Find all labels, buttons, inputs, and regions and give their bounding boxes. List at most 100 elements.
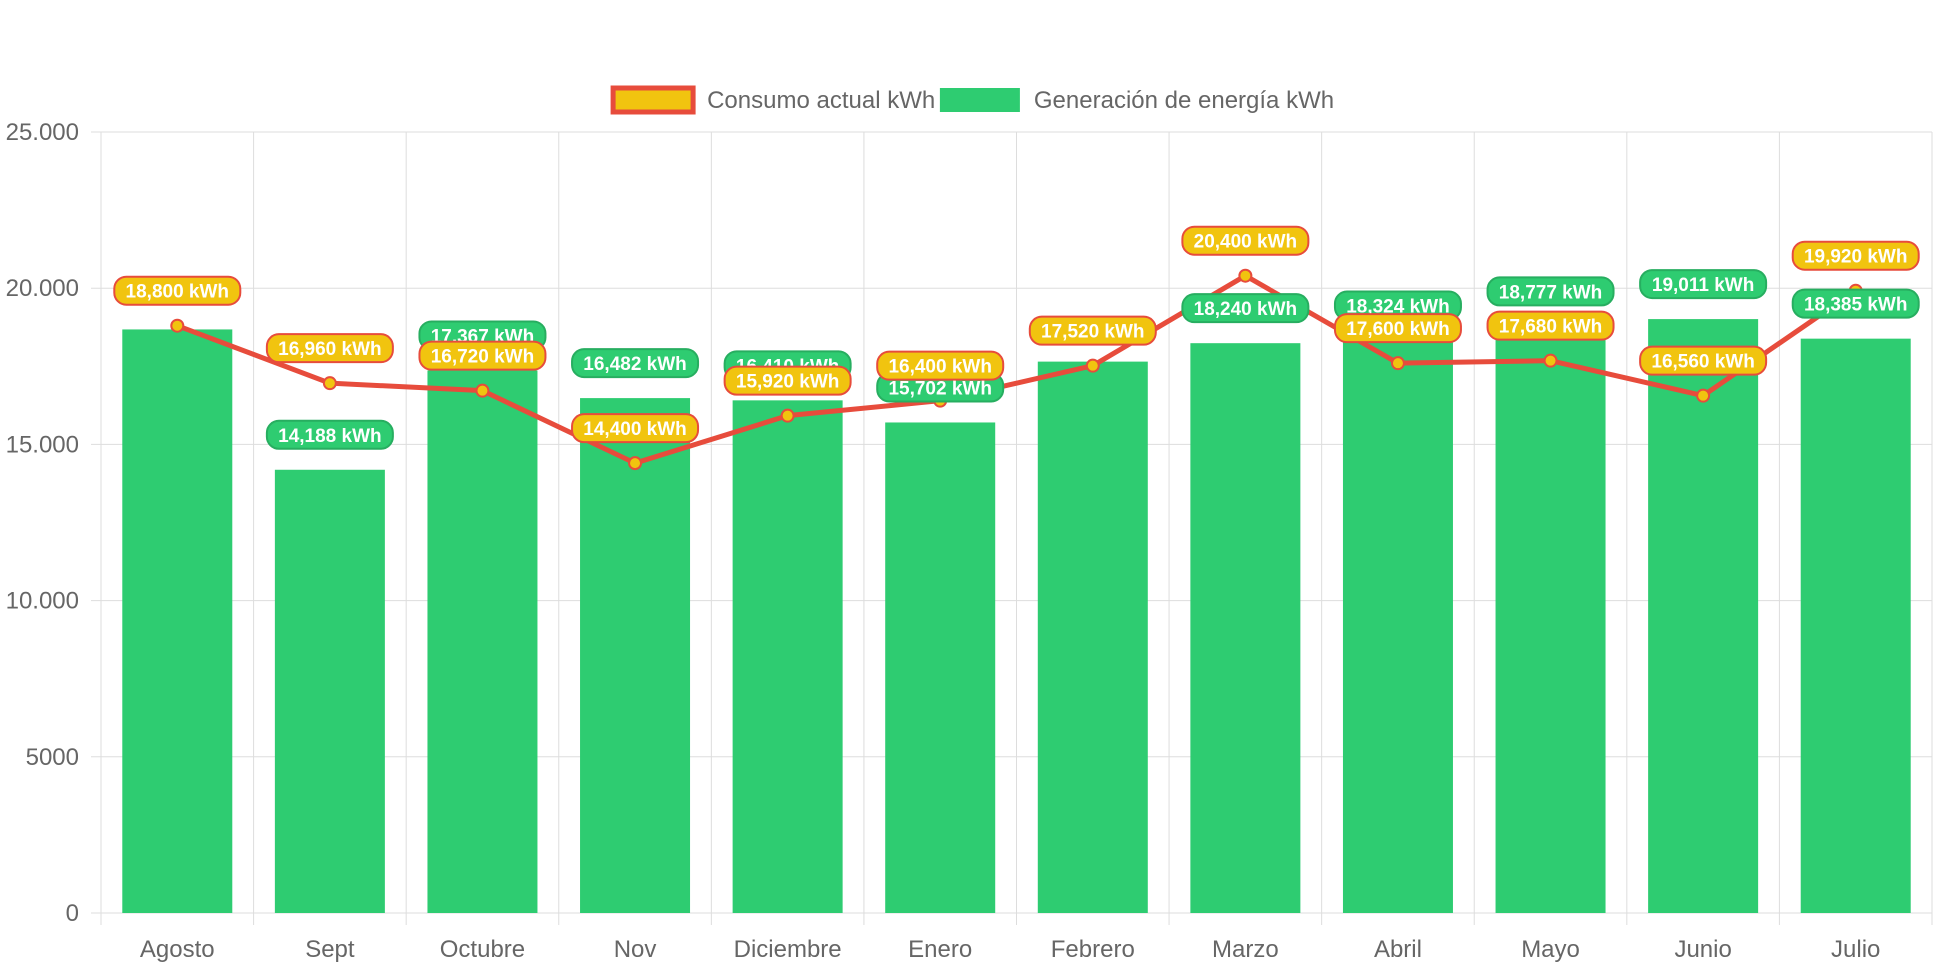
line-point[interactable] — [1085, 358, 1100, 373]
legend-item[interactable]: Generación de energía kWh — [939, 87, 1334, 114]
x-tick-label: Abril — [1374, 936, 1422, 963]
x-tick-label: Enero — [908, 936, 972, 963]
bar[interactable] — [274, 469, 385, 913]
line-point[interactable] — [1543, 353, 1558, 368]
x-tick-label: Sept — [305, 936, 355, 963]
y-axis-ticks: 0 5000 10.000 15.000 20.000 25.000 — [6, 119, 79, 927]
line-data-label: 20,400 kWh — [1181, 225, 1310, 256]
consumo-line — [176, 273, 1858, 466]
bar-data-label-bg — [1486, 276, 1615, 307]
x-tick-label: Nov — [614, 936, 657, 963]
legend-swatch — [610, 85, 696, 115]
x-tick-label: Julio — [1831, 936, 1880, 963]
bar-data-label: 18,240 kWh — [1181, 293, 1310, 324]
line-point[interactable] — [1238, 268, 1253, 283]
bar[interactable] — [732, 400, 843, 914]
line-data-label-bg — [1181, 225, 1310, 256]
line-data-label: 17,520 kWh — [1028, 315, 1157, 346]
bar-data-label: 16,482 kWh — [571, 348, 700, 379]
bar[interactable] — [122, 329, 233, 914]
line-point[interactable] — [780, 408, 795, 423]
line-data-label: 16,720 kWh — [418, 340, 547, 371]
bar[interactable] — [580, 398, 691, 914]
y-tick-label: 20.000 — [6, 275, 79, 302]
bar[interactable] — [427, 370, 538, 913]
line-data-label-bg — [1333, 313, 1462, 344]
bar[interactable] — [1037, 361, 1148, 913]
line-data-label-bg — [1028, 315, 1157, 346]
bar-data-label-text: 19,011 kWh — [1652, 275, 1754, 296]
line-data-label: 16,960 kWh — [265, 333, 394, 364]
line-data-label-bg — [1639, 345, 1768, 376]
line-data-label: 17,600 kWh — [1333, 313, 1462, 344]
line-data-label-text: 15,920 kWh — [736, 372, 840, 393]
bar-data-label: 18,385 kWh — [1791, 288, 1920, 319]
line-point[interactable] — [170, 318, 185, 333]
line-point[interactable] — [322, 376, 337, 391]
line-point[interactable] — [1390, 356, 1405, 371]
line-data-label: 16,400 kWh — [876, 350, 1005, 381]
bar-data-label-text: 16,482 kWh — [583, 354, 687, 375]
x-tick-label: Febrero — [1051, 936, 1135, 963]
legend: Consumo actual kWh Generación de energía … — [610, 85, 1334, 115]
bar[interactable] — [1648, 319, 1759, 913]
line-point[interactable] — [628, 456, 643, 471]
line-data-label-text: 17,600 kWh — [1346, 319, 1450, 340]
bar-data-label-text: 14,188 kWh — [278, 426, 382, 447]
line-data-label: 14,400 kWh — [571, 413, 700, 444]
bar-series — [122, 319, 1911, 914]
bar-data-label-text: 18,240 kWh — [1194, 299, 1298, 320]
bar-data-label-text: 15,702 kWh — [888, 378, 992, 399]
line-data-label-text: 16,560 kWh — [1651, 352, 1755, 373]
x-tick-label: Marzo — [1212, 936, 1279, 963]
bar-data-label-bg — [1639, 269, 1768, 300]
bar[interactable] — [1800, 338, 1911, 913]
x-tick-label: Diciembre — [734, 936, 842, 963]
line-data-label-text: 14,400 kWh — [583, 419, 687, 440]
line-data-label-text: 16,720 kWh — [431, 347, 535, 368]
bar-data-label: 18,324 kWh — [1333, 290, 1462, 321]
line-data-label-text: 16,960 kWh — [278, 339, 382, 360]
grid — [91, 131, 1933, 925]
line-data-label-bg — [876, 350, 1005, 381]
line-data-label-text: 19,920 kWh — [1804, 247, 1908, 268]
x-tick-label: Mayo — [1521, 936, 1580, 963]
line-point[interactable] — [1696, 388, 1711, 403]
y-tick-label: 15.000 — [6, 431, 79, 458]
bar[interactable] — [885, 422, 996, 913]
line-data-label: 16,560 kWh — [1639, 345, 1768, 376]
y-tick-label: 10.000 — [6, 588, 79, 615]
line-data-label-bg — [418, 340, 547, 371]
line-data-label-text: 17,680 kWh — [1499, 317, 1603, 338]
y-tick-label: 5000 — [26, 744, 79, 771]
line-data-label-text: 17,520 kWh — [1041, 322, 1145, 343]
line-data-label-bg — [113, 275, 242, 306]
legend-label: Consumo actual kWh — [707, 87, 935, 114]
line-data-label: 18,800 kWh — [113, 275, 242, 306]
x-tick-label: Octubre — [440, 936, 525, 963]
bar-data-label-bg — [571, 348, 700, 379]
y-tick-label: 25.000 — [6, 119, 79, 146]
line-data-label: 17,680 kWh — [1486, 310, 1615, 341]
bar-data-label: 14,188 kWh — [265, 419, 394, 450]
bar[interactable] — [1495, 326, 1606, 914]
legend-label: Generación de energía kWh — [1034, 87, 1334, 114]
bar-data-label-text: 18,324 kWh — [1346, 297, 1450, 318]
legend-item[interactable]: Consumo actual kWh — [610, 85, 935, 115]
bar[interactable] — [1190, 343, 1301, 914]
line-data-label-bg — [1486, 310, 1615, 341]
line-data-label: 19,920 kWh — [1791, 240, 1920, 271]
line-data-labels: 18,800 kWh 16,960 kWh 16,720 kWh 14,400 kWh… — [113, 225, 1920, 444]
line-data-label-text: 16,400 kWh — [888, 357, 992, 378]
line-data-label-text: 18,800 kWh — [126, 282, 230, 303]
bar[interactable] — [1342, 340, 1453, 913]
line-data-label-bg — [723, 365, 852, 396]
bar-data-label-text: 18,385 kWh — [1804, 295, 1908, 316]
bar-data-label-text: 18,777 kWh — [1499, 282, 1603, 303]
line-point[interactable] — [475, 383, 490, 398]
bar-data-label: 18,777 kWh — [1486, 276, 1615, 307]
line-data-label-bg — [265, 333, 394, 364]
